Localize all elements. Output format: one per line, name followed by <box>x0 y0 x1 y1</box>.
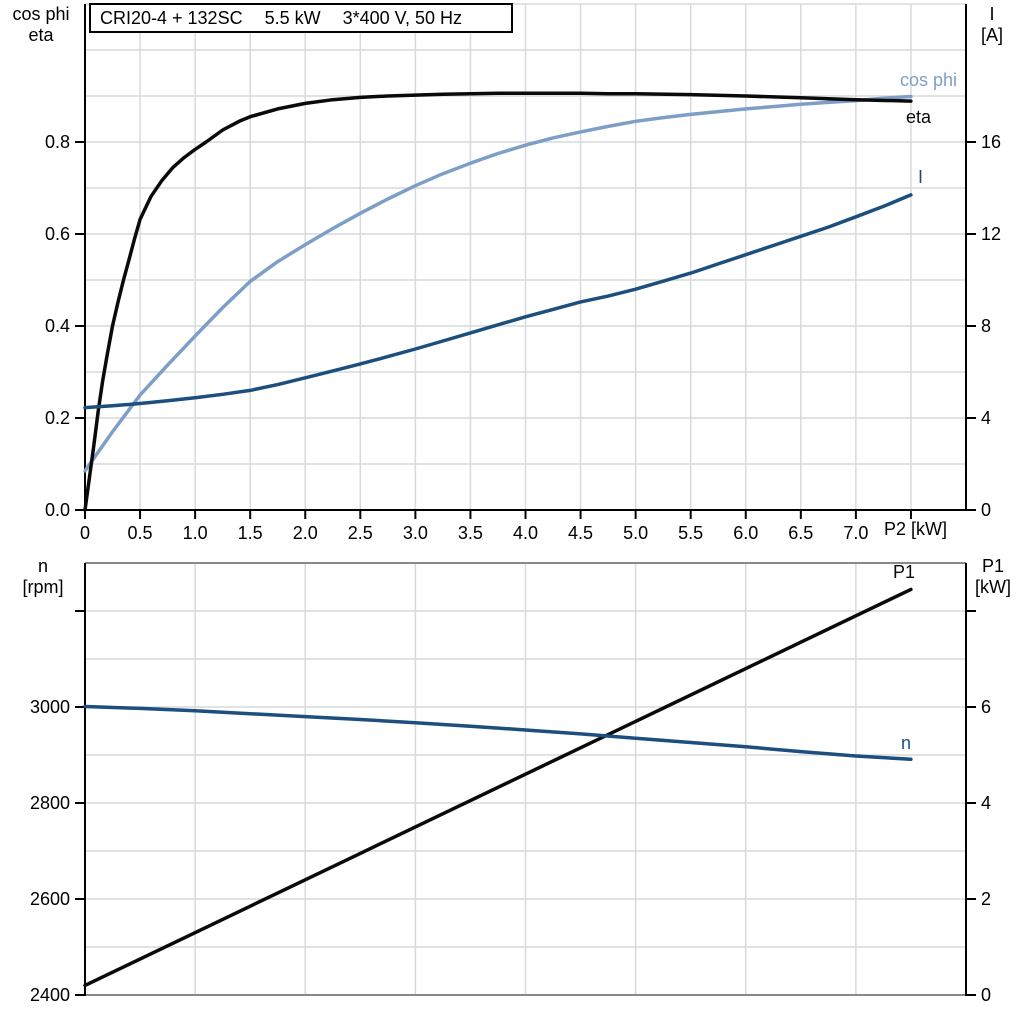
axis-title-speed: n <box>37 556 48 576</box>
top-right-axis-title: I [A] <box>968 4 1016 46</box>
x-tick-label: 6.5 <box>788 523 813 543</box>
x-tick-label: 5.0 <box>623 523 648 543</box>
y-right-tick-label: 2 <box>981 889 991 909</box>
curve-label-eta: eta <box>906 107 932 127</box>
x-tick-label: 2.0 <box>293 523 318 543</box>
axis-title-eta: eta <box>28 25 54 45</box>
y-left-tick-label: 0.4 <box>45 316 70 336</box>
axis-title-kw-unit: [kW] <box>975 577 1011 597</box>
series-p1 <box>83 587 913 988</box>
chart-title-box: CRI20-4 + 132SC 5.5 kW 3*400 V, 50 Hz <box>89 3 513 33</box>
y-left-tick-label: 0.2 <box>45 408 70 428</box>
top-left-axis-title: cos phi eta <box>6 4 76 46</box>
series-eta <box>83 91 913 512</box>
x-tick-label: 5.5 <box>678 523 703 543</box>
y-right-tick-label: 4 <box>981 793 991 813</box>
y-left-tick-label: 3000 <box>30 697 70 717</box>
x-tick-label: 3.5 <box>458 523 483 543</box>
curve-label-p1: P1 <box>893 562 916 582</box>
axis-title-rpm-unit: [rpm] <box>22 577 64 597</box>
x-tick-label: 3.0 <box>403 523 428 543</box>
x-tick-label: 0.5 <box>128 523 153 543</box>
axis-title-p1: P1 <box>981 556 1005 576</box>
y-left-tick-label: 0.0 <box>45 500 70 520</box>
curve-label-n: n <box>901 733 912 753</box>
x-tick-label: 4.0 <box>513 523 538 543</box>
voltage-frequency-label: 3*400 V, 50 Hz <box>342 7 463 28</box>
pump-model-label: CRI20-4 + 132SC <box>100 7 243 28</box>
x-tick-label: 6.0 <box>733 523 758 543</box>
series-cos-phi <box>83 94 913 473</box>
y-right-tick-label: 16 <box>981 132 1001 152</box>
x-tick-label: 7.0 <box>843 523 868 543</box>
y-right-tick-label: 6 <box>981 697 991 717</box>
y-left-tick-label: 0.8 <box>45 132 70 152</box>
series-current <box>83 193 913 410</box>
series-n <box>83 704 913 762</box>
axis-title-current: I <box>989 4 995 24</box>
x-tick-label: 1.0 <box>183 523 208 543</box>
bottom-left-axis-title: n [rpm] <box>8 556 78 598</box>
x-tick-label: 1.5 <box>238 523 263 543</box>
motor-power-label: 5.5 kW <box>264 7 321 28</box>
axis-title-ampere-unit: [A] <box>980 25 1003 45</box>
y-left-tick-label: 2600 <box>30 889 70 909</box>
y-left-tick-label: 2400 <box>30 985 70 1005</box>
axis-title-cos-phi: cos phi <box>12 4 70 24</box>
bottom-right-axis-title: P1 [kW] <box>966 556 1020 598</box>
y-right-tick-label: 0 <box>981 500 991 520</box>
y-right-tick-label: 0 <box>981 985 991 1005</box>
y-right-tick-label: 8 <box>981 316 991 336</box>
y-left-tick-label: 2800 <box>30 793 70 813</box>
curve-label-cos-phi: cos phi <box>899 70 957 90</box>
y-left-tick-label: 0.6 <box>45 224 70 244</box>
curve-label-current: I <box>918 167 924 187</box>
x-axis-title-p2: P2 [kW] <box>884 519 948 539</box>
y-right-tick-label: 4 <box>981 408 991 428</box>
x-tick-label: 0 <box>80 523 90 543</box>
y-right-tick-label: 12 <box>981 224 1001 244</box>
x-tick-label: 4.5 <box>568 523 593 543</box>
x-tick-label: 2.5 <box>348 523 373 543</box>
